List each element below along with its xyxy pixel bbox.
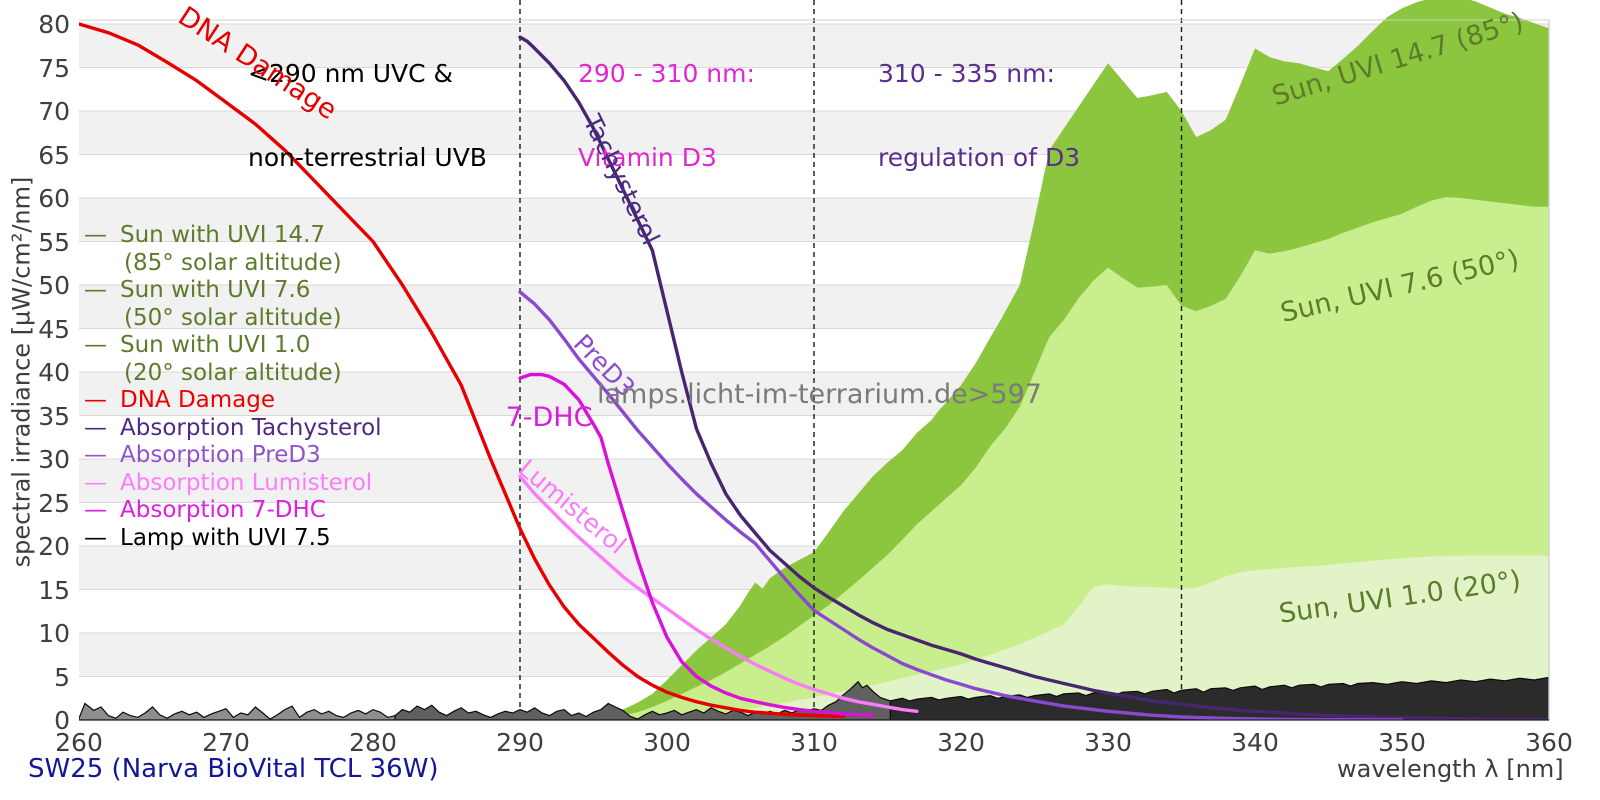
- series-7-dhc: [518, 372, 875, 718]
- lamp-spectrum-areas: [79, 676, 1549, 720]
- legend-swatch-dash: —: [84, 414, 107, 441]
- lamp-model-caption: SW25 (Narva BioVital TCL 36W): [28, 754, 439, 784]
- legend-item-label: Absorption Tachysterol: [120, 414, 382, 441]
- series-dna-damage: [79, 22, 846, 719]
- x-tick-label: 300: [643, 728, 691, 757]
- series-pred3: [518, 290, 1404, 720]
- legend-item-label: DNA Damage: [120, 387, 276, 413]
- x-axis-title: wavelength λ [nm]: [1337, 755, 1564, 783]
- x-tick-label: 360: [1525, 728, 1573, 757]
- legend-item: — Sun with UVI 7.6: [84, 277, 382, 305]
- legend-swatch-dash: —: [84, 387, 107, 413]
- legend-swatch-dash: —: [84, 442, 107, 468]
- x-tick-label: 350: [1378, 728, 1426, 757]
- legend-swatch-dash: —: [84, 222, 107, 248]
- y-tick-label: 15: [38, 575, 70, 605]
- y-tick-label: 10: [38, 619, 70, 648]
- y-tick-label: 25: [38, 488, 70, 518]
- legend-item: — Sun with UVI 1.0: [84, 332, 382, 360]
- y-tick-label: 35: [38, 401, 70, 431]
- x-tick-label: 330: [1084, 728, 1132, 757]
- y-tick-label: 0: [54, 706, 70, 735]
- series-lamp-uvc: [79, 702, 396, 720]
- y-tick-label: 50: [38, 271, 70, 300]
- legend: — Sun with UVI 14.7 (85° solar altitude) — S…: [84, 222, 382, 552]
- x-tick-label: 340: [1231, 728, 1279, 757]
- plot-spines: [79, 19, 1550, 721]
- x-tick-label: 270: [202, 728, 250, 757]
- y-tick-label: 55: [38, 227, 70, 257]
- y-tick-label: 20: [38, 532, 70, 561]
- y-tick-label: 60: [38, 184, 70, 213]
- legend-swatch-dash: —: [84, 524, 107, 551]
- legend-swatch-dash: —: [84, 277, 107, 303]
- x-tick-label: 290: [496, 728, 544, 757]
- legend-item-sublabel: (20° solar altitude): [124, 359, 342, 386]
- legend-item-sublabel: (85° solar altitude): [124, 249, 342, 276]
- legend-item: — Absorption Tachysterol: [84, 415, 382, 443]
- y-tick-label: 30: [38, 445, 70, 474]
- x-tick-label: 310: [790, 728, 838, 757]
- legend-item: — Absorption 7-DHC: [84, 497, 382, 525]
- curve-label-7dhc: 7-DHC: [505, 401, 593, 433]
- y-tick-label: 75: [38, 53, 70, 83]
- y-tick-label: 45: [38, 314, 70, 344]
- legend-item-label: Absorption PreD3: [120, 442, 321, 468]
- legend-item-label: Sun with UVI 14.7: [120, 222, 326, 248]
- legend-item-label: Absorption Lumisterol: [120, 469, 373, 496]
- annotation-regulation-d3: 310 - 335 nm: regulation of D3: [878, 59, 1081, 172]
- x-tick-label: 260: [55, 728, 103, 757]
- legend-item: — DNA Damage: [84, 387, 382, 415]
- series-tachysterol: [518, 35, 1549, 720]
- annotation-vitamin-d3: 290 - 310 nm: Vitamin D3: [578, 59, 755, 172]
- legend-swatch-dash: —: [84, 332, 107, 358]
- y-tick-label: 65: [38, 140, 70, 170]
- annotation-uvc: <290 nm UVC & non-terrestrial UVB: [248, 59, 487, 172]
- series-lumisterol: [518, 474, 919, 713]
- absorption-and-damage-curves: [79, 22, 1549, 720]
- legend-item-label: Sun with UVI 7.6: [120, 277, 311, 303]
- region-boundary-dashed-lines: [519, 0, 1183, 719]
- legend-item: — Sun with UVI 14.7: [84, 222, 382, 250]
- legend-swatch-dash: —: [84, 497, 107, 523]
- series-lamp-uva: [889, 676, 1549, 720]
- legend-item-label: Absorption 7-DHC: [120, 497, 326, 523]
- y-tick-label: 5: [54, 662, 70, 692]
- legend-item: — Lamp with UVI 7.5: [84, 525, 382, 553]
- legend-item-sublabel: (50° solar altitude): [124, 304, 342, 331]
- y-tick-label: 70: [38, 97, 70, 126]
- x-tick-label: 320: [937, 728, 985, 757]
- sun-spectra-areas: [586, 0, 1549, 720]
- series-lamp-uvb: [394, 680, 892, 720]
- y-tick-label: 40: [38, 358, 70, 387]
- legend-swatch-dash: —: [84, 469, 107, 496]
- legend-item: — Absorption Lumisterol: [84, 470, 382, 498]
- x-tick-label: 280: [349, 728, 397, 757]
- legend-item-label: Sun with UVI 1.0: [120, 332, 311, 358]
- series-sun-uvi-1-0: [652, 555, 1549, 720]
- y-tick-label: 80: [38, 10, 70, 39]
- watermark: lamps.licht-im-terrarium.de>597: [597, 379, 1042, 410]
- legend-item-label: Lamp with UVI 7.5: [120, 524, 331, 551]
- legend-item: — Absorption PreD3: [84, 442, 382, 470]
